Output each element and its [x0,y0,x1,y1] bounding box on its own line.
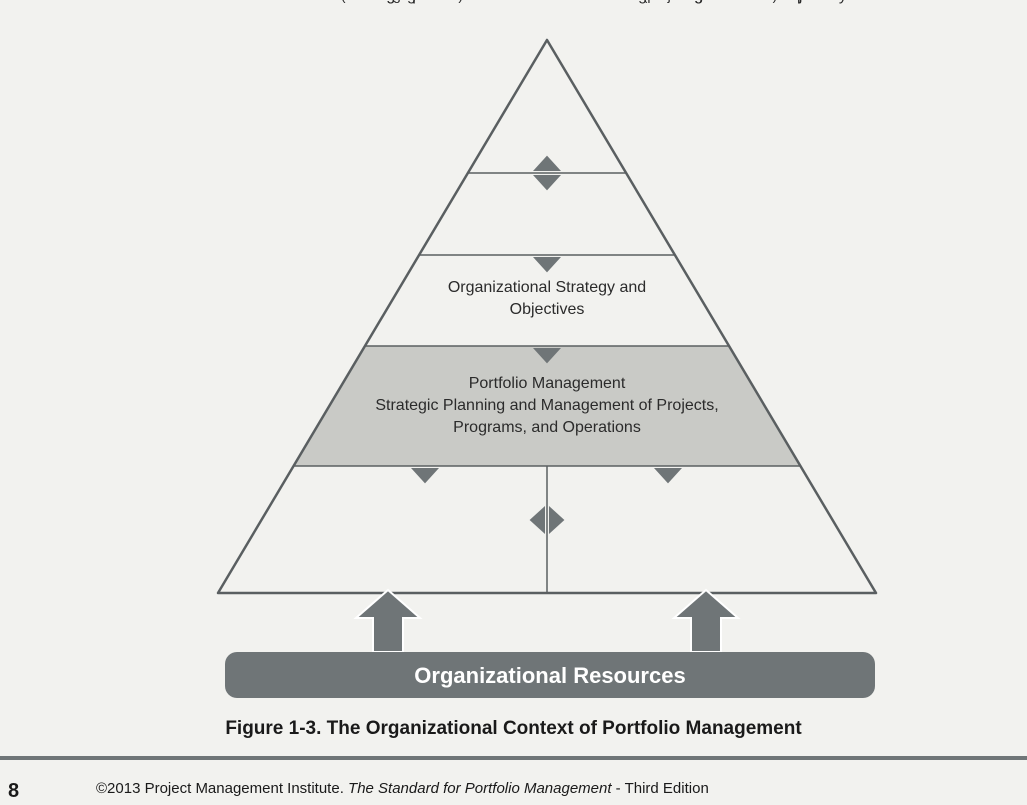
svg-text:Strategic Planning and Managem: Strategic Planning and Management of Pro… [375,397,718,414]
figure-caption: Figure 1-3. The Organizational Context o… [0,718,1027,740]
svg-text:Programs, and Operations: Programs, and Operations [453,419,641,436]
diagram-canvas: VisionMissionOrganizational Strategy and… [0,0,1027,805]
svg-text:Organizational Resources: Organizational Resources [414,663,685,688]
svg-text:Portfolio Management: Portfolio Management [469,375,626,392]
footer-rule [0,756,1027,760]
pyramid-svg: VisionMissionOrganizational Strategy and… [0,0,1027,805]
page-number: 8 [8,780,19,803]
svg-text:Increasing Value Production Ca: Increasing Value Production Capability [573,0,847,4]
copyright-title: The Standard for Portfolio Management [348,780,611,797]
copyright-prefix: ©2013 Project Management Institute. [96,780,348,797]
svg-text:Producing Value: Producing Value [344,0,460,4]
svg-text:Organizational Strategy and: Organizational Strategy and [448,279,646,296]
svg-text:Mission: Mission [520,0,574,4]
page: VisionMissionOrganizational Strategy and… [0,0,1027,805]
copyright-suffix: - Third Edition [612,780,709,797]
copyright-line: ©2013 Project Management Institute. The … [96,780,709,797]
svg-text:Objectives: Objectives [510,301,585,318]
